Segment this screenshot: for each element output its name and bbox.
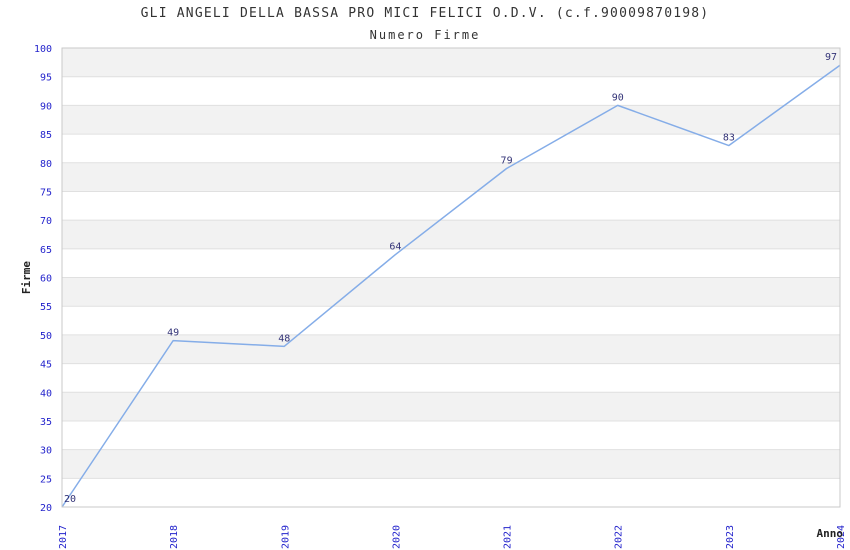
data-point-label: 20 <box>64 494 76 505</box>
y-tick-label: 85 <box>40 130 52 141</box>
data-point-label: 97 <box>825 52 837 63</box>
x-tick-label: 2019 <box>280 525 291 549</box>
y-tick-label: 35 <box>40 417 52 428</box>
grid-band <box>62 449 840 479</box>
y-tick-label: 30 <box>40 446 52 457</box>
y-tick-label: 25 <box>40 474 52 485</box>
x-tick-label: 2024 <box>836 525 847 549</box>
y-axis-title: Firme <box>20 261 33 294</box>
y-tick-label: 45 <box>40 360 52 371</box>
data-line <box>61 64 841 508</box>
data-point-label: 90 <box>612 92 624 103</box>
y-tick-label: 40 <box>40 388 52 399</box>
chart-title: GLI ANGELI DELLA BASSA PRO MICI FELICI O… <box>140 6 710 21</box>
grid-band <box>62 334 840 364</box>
data-point-label: 49 <box>167 328 179 339</box>
data-point-label: 64 <box>389 242 401 253</box>
data-point-label: 79 <box>501 155 513 166</box>
grid-band <box>62 277 840 307</box>
plot-border <box>61 47 841 508</box>
data-point-label: 48 <box>278 333 290 344</box>
grid-band <box>62 220 840 249</box>
x-tick-label: 2017 <box>58 525 69 549</box>
x-axis-title: Anno <box>817 527 844 540</box>
x-tick-label: 2022 <box>614 525 625 549</box>
x-tick-label: 2023 <box>725 525 736 549</box>
grid-band <box>62 162 840 192</box>
y-tick-label: 100 <box>34 44 52 55</box>
y-tick-label: 75 <box>40 187 52 198</box>
y-tick-label: 20 <box>40 503 52 514</box>
y-tick-label: 55 <box>40 302 52 313</box>
y-tick-label: 65 <box>40 245 52 256</box>
chart-subtitle: Numero Firme <box>369 28 481 42</box>
grid-band <box>62 105 840 135</box>
y-tick-label: 50 <box>40 331 52 342</box>
y-tick-label: 60 <box>40 274 52 285</box>
x-tick-label: 2020 <box>391 525 402 549</box>
data-point-label: 83 <box>723 133 735 144</box>
x-tick-label: 2021 <box>503 525 514 549</box>
y-tick-label: 80 <box>40 159 52 170</box>
y-tick-label: 95 <box>40 73 52 84</box>
y-tick-label: 90 <box>40 101 52 112</box>
y-tick-label: 70 <box>40 216 52 227</box>
grid-band <box>62 392 840 421</box>
x-tick-label: 2018 <box>169 525 180 549</box>
grid-band <box>62 48 840 77</box>
